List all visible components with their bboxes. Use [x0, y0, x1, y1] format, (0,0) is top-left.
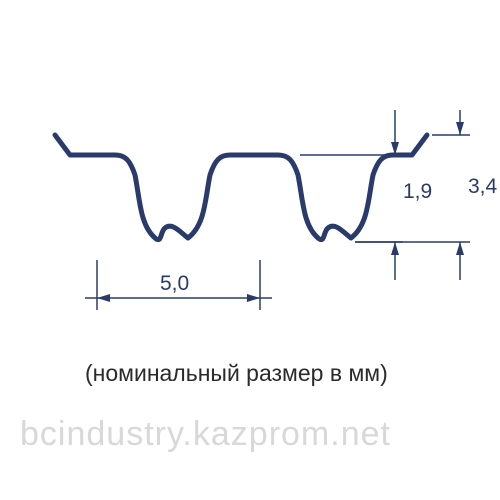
profile-svg	[0, 0, 500, 500]
tooth-height-label: 1,9	[403, 180, 432, 204]
belt-profile-path	[55, 135, 427, 240]
pitch-label: 5,0	[158, 272, 191, 296]
caption-text: (номинальный размер в мм)	[85, 360, 388, 387]
tooth-height-dimension	[300, 110, 403, 280]
diagram-container: bcindustry.kazprom.net	[0, 0, 500, 500]
total-height-label: 3,4	[468, 175, 497, 199]
